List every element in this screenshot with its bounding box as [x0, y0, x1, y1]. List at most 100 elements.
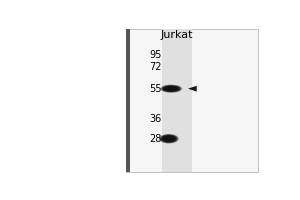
Ellipse shape	[167, 138, 170, 139]
Ellipse shape	[169, 88, 173, 89]
Ellipse shape	[161, 135, 177, 142]
Ellipse shape	[162, 85, 181, 92]
Ellipse shape	[160, 134, 178, 143]
Ellipse shape	[160, 85, 182, 93]
Ellipse shape	[164, 136, 174, 141]
Ellipse shape	[167, 87, 175, 90]
Ellipse shape	[166, 137, 172, 140]
Text: 95: 95	[149, 50, 162, 60]
Ellipse shape	[166, 87, 176, 91]
Ellipse shape	[166, 137, 172, 140]
Ellipse shape	[168, 138, 170, 139]
Ellipse shape	[160, 85, 182, 93]
Ellipse shape	[165, 137, 172, 140]
Ellipse shape	[163, 86, 180, 92]
Ellipse shape	[159, 134, 178, 143]
FancyArrow shape	[188, 86, 197, 92]
Ellipse shape	[162, 85, 180, 92]
Ellipse shape	[171, 88, 172, 89]
Ellipse shape	[169, 88, 173, 89]
Ellipse shape	[167, 87, 176, 90]
Ellipse shape	[161, 135, 177, 143]
Ellipse shape	[167, 138, 170, 139]
Ellipse shape	[169, 88, 173, 89]
Ellipse shape	[160, 135, 177, 143]
Ellipse shape	[167, 138, 171, 140]
Bar	[126, 29, 130, 172]
Ellipse shape	[167, 87, 176, 90]
Ellipse shape	[160, 134, 178, 143]
Ellipse shape	[168, 88, 174, 90]
Ellipse shape	[165, 86, 178, 91]
Ellipse shape	[166, 87, 176, 90]
Ellipse shape	[164, 86, 179, 92]
Ellipse shape	[165, 86, 177, 91]
Ellipse shape	[161, 135, 176, 142]
Ellipse shape	[167, 87, 176, 90]
Ellipse shape	[168, 138, 170, 139]
Ellipse shape	[163, 86, 179, 92]
Text: 55: 55	[149, 84, 162, 94]
Ellipse shape	[164, 137, 173, 141]
Ellipse shape	[160, 85, 182, 93]
Ellipse shape	[165, 137, 173, 141]
Ellipse shape	[167, 138, 171, 140]
Ellipse shape	[165, 86, 178, 91]
Ellipse shape	[165, 137, 173, 141]
Ellipse shape	[162, 136, 176, 142]
Ellipse shape	[168, 87, 175, 90]
Ellipse shape	[164, 136, 174, 141]
Ellipse shape	[164, 86, 178, 91]
Ellipse shape	[164, 136, 174, 141]
Ellipse shape	[159, 134, 178, 143]
Ellipse shape	[164, 86, 178, 91]
Ellipse shape	[168, 138, 169, 139]
Ellipse shape	[160, 134, 178, 143]
Bar	[126, 29, 258, 172]
Ellipse shape	[170, 88, 172, 89]
Ellipse shape	[166, 87, 177, 91]
Ellipse shape	[159, 134, 178, 143]
Ellipse shape	[161, 85, 181, 92]
Ellipse shape	[160, 135, 178, 143]
Ellipse shape	[161, 85, 182, 92]
Ellipse shape	[168, 87, 175, 90]
Ellipse shape	[159, 134, 179, 144]
Ellipse shape	[168, 138, 169, 139]
Ellipse shape	[166, 87, 177, 91]
Ellipse shape	[165, 86, 177, 91]
Ellipse shape	[163, 136, 174, 141]
Ellipse shape	[164, 86, 179, 91]
Ellipse shape	[161, 135, 176, 142]
Ellipse shape	[170, 88, 172, 89]
Text: 36: 36	[150, 114, 162, 124]
Ellipse shape	[162, 135, 176, 142]
Ellipse shape	[170, 88, 172, 89]
Ellipse shape	[169, 88, 173, 90]
Ellipse shape	[167, 138, 171, 140]
Text: Jurkat: Jurkat	[161, 30, 193, 40]
Ellipse shape	[159, 134, 179, 143]
Ellipse shape	[166, 137, 172, 140]
Ellipse shape	[167, 87, 175, 90]
Ellipse shape	[164, 136, 174, 141]
Ellipse shape	[167, 138, 171, 140]
Ellipse shape	[164, 86, 178, 91]
Ellipse shape	[161, 135, 176, 142]
Ellipse shape	[163, 86, 179, 92]
Ellipse shape	[168, 87, 174, 90]
Ellipse shape	[166, 87, 176, 91]
Ellipse shape	[165, 137, 173, 141]
Ellipse shape	[165, 87, 177, 91]
Ellipse shape	[166, 137, 172, 140]
Ellipse shape	[162, 85, 181, 92]
Ellipse shape	[160, 85, 182, 93]
Ellipse shape	[162, 135, 176, 142]
Bar	[162, 29, 192, 172]
Ellipse shape	[164, 137, 173, 141]
Ellipse shape	[170, 88, 172, 89]
Ellipse shape	[162, 136, 175, 142]
Ellipse shape	[163, 86, 180, 92]
Ellipse shape	[160, 135, 177, 143]
Ellipse shape	[165, 137, 172, 140]
